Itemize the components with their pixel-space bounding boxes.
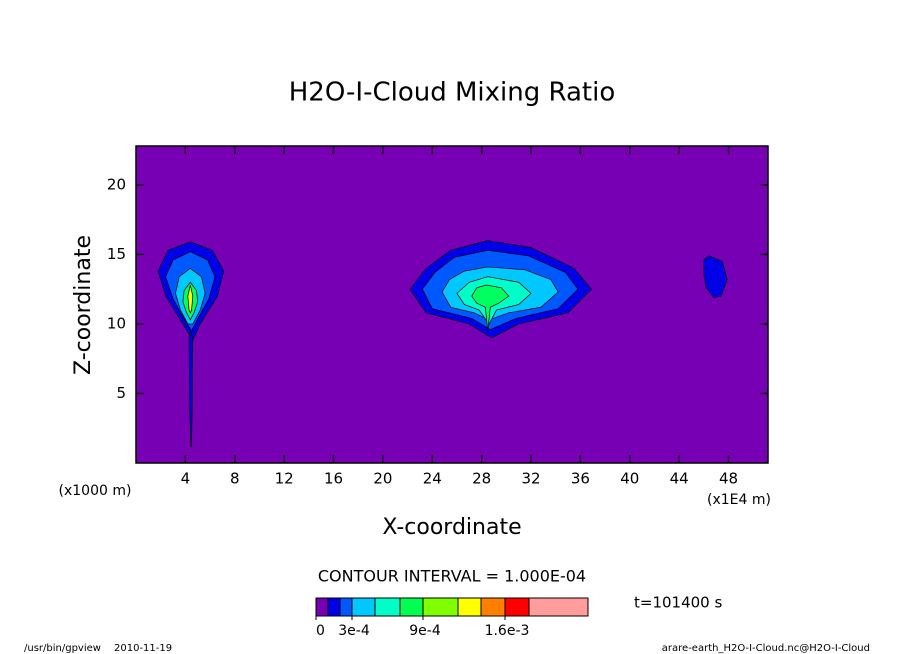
- y-axis-label: Z-coordinate: [71, 235, 96, 375]
- colorbar-tick-label: 1.6e-3: [485, 623, 530, 639]
- footer-file: arare-earth_H2O-I-Cloud.nc@H2O-I-Cloud: [662, 643, 870, 654]
- colorbar-box: [339, 597, 353, 617]
- contour-region: [471, 284, 510, 331]
- y-tick-label: 20: [107, 175, 126, 193]
- contour-region: [187, 284, 194, 314]
- y-tick-label: 5: [116, 384, 126, 402]
- footer-program: /usr/bin/gpview: [24, 643, 101, 654]
- x-tick-label: 4: [181, 470, 191, 488]
- x-tick-label: 32: [521, 470, 540, 488]
- y-tick-label: 10: [107, 314, 126, 332]
- x-tick-label: 44: [670, 470, 689, 488]
- x-tick-label: 12: [275, 470, 294, 488]
- x-tick-label: 8: [230, 470, 240, 488]
- footer-date: 2010-11-19: [114, 643, 172, 654]
- colorbar-box: [374, 597, 401, 617]
- colorbar-box: [422, 597, 459, 617]
- x-tick-label: 48: [719, 470, 738, 488]
- colorbar-tick-label: 9e-4: [409, 623, 441, 639]
- y-tick-label: 15: [107, 245, 126, 263]
- x-tick-label: 24: [423, 470, 442, 488]
- contour-region: [188, 329, 194, 447]
- colorbar-box: [457, 597, 482, 617]
- x-axis-label: X-coordinate: [382, 515, 521, 540]
- x-tick-label: 16: [324, 470, 343, 488]
- colorbar-box: [315, 597, 329, 617]
- colorbar-box: [480, 597, 506, 617]
- x-tick-label: 28: [472, 470, 491, 488]
- colorbar-box: [504, 597, 530, 617]
- contour-interval: CONTOUR INTERVAL = 1.000E-04: [318, 567, 586, 586]
- x-tick-label: 36: [571, 470, 590, 488]
- colorbar-box: [399, 597, 424, 617]
- x-axis-unit: (x1E4 m): [707, 492, 771, 508]
- contour-region: [703, 255, 728, 298]
- colorbar-tick-label: 0: [316, 623, 325, 639]
- colorbar-box: [528, 597, 589, 617]
- colorbar-tick-label: 3e-4: [338, 623, 370, 639]
- x-tick-label: 20: [373, 470, 392, 488]
- plot-frame: [135, 145, 769, 464]
- y-axis-unit: (x1000 m): [59, 483, 132, 499]
- time-label: t=101400 s: [634, 594, 722, 612]
- x-tick-label: 40: [620, 470, 639, 488]
- colorbar-box: [351, 597, 376, 617]
- chart-title: H2O-I-Cloud Mixing Ratio: [289, 78, 616, 108]
- colorbar-box: [327, 597, 341, 617]
